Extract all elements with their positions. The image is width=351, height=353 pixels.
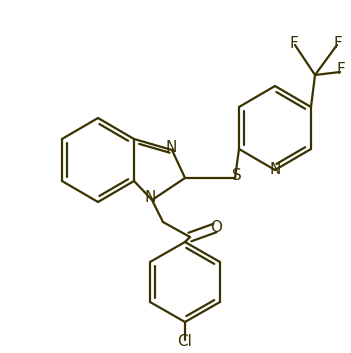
Text: S: S xyxy=(232,168,242,184)
Text: O: O xyxy=(210,220,222,234)
Text: N: N xyxy=(269,162,281,178)
Text: N: N xyxy=(144,191,156,205)
Text: F: F xyxy=(290,36,298,50)
Text: N: N xyxy=(165,140,177,156)
Text: F: F xyxy=(333,36,342,50)
Text: F: F xyxy=(337,62,345,78)
Text: Cl: Cl xyxy=(178,335,192,349)
